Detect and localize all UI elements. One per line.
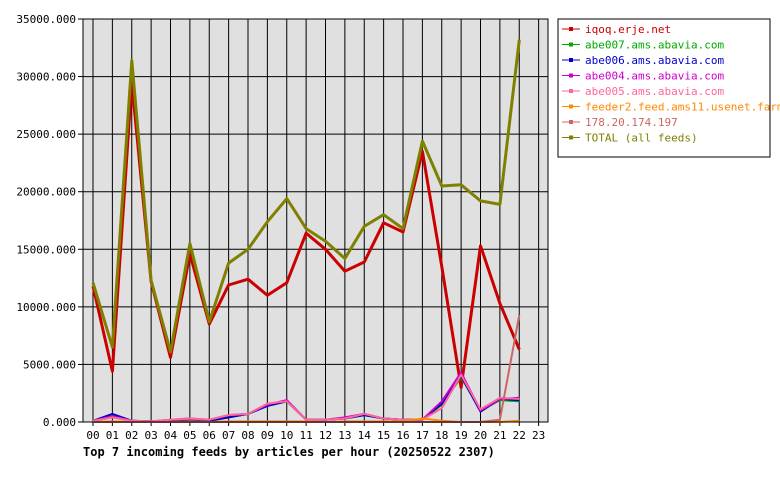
y-tick-label: 10000.000	[16, 301, 76, 314]
x-tick-label: 09	[261, 429, 274, 442]
x-tick-label: 01	[106, 429, 119, 442]
legend-box	[557, 18, 771, 158]
x-tick-label: 08	[241, 429, 254, 442]
plot-frame	[82, 18, 549, 423]
legend-label: abe006.ams.abavia.com	[585, 54, 724, 67]
y-tick-label: 30000.000	[16, 71, 76, 84]
x-tick-label: 21	[493, 429, 506, 442]
y-tick-label: 0.000	[43, 416, 76, 429]
legend-marker	[569, 135, 573, 140]
legend-marker	[569, 104, 573, 109]
legend-label: TOTAL (all feeds)	[585, 132, 698, 145]
x-tick-label: 00	[86, 429, 99, 442]
y-tick-label: 15000.000	[16, 243, 76, 256]
legend-label: feeder2.feed.ams11.usenet.farm	[585, 101, 780, 114]
x-axis-ticks: 00 01 02 03 04 05 06 07 08 09 10 11 12 13 14 15 16 17 18 19…	[86, 422, 545, 442]
x-tick-label: 03	[145, 429, 158, 442]
x-tick-label: 18	[435, 429, 448, 442]
x-tick-label: 22	[513, 429, 526, 442]
legend-label: abe007.ams.abavia.com	[585, 39, 724, 52]
y-tick-label: 20000.000	[16, 186, 76, 199]
legend-marker	[569, 120, 573, 124]
x-tick-label: 20	[474, 429, 487, 442]
legend-label: 178.20.174.197	[585, 116, 678, 129]
legend-marker	[569, 89, 573, 93]
x-tick-label: 23	[532, 429, 545, 442]
legend-marker	[569, 27, 573, 31]
y-tick-label: 25000.000	[16, 128, 76, 141]
series-line-4	[92, 373, 520, 423]
x-tick-label: 16	[396, 429, 409, 442]
legend-marker	[569, 58, 573, 62]
x-tick-label: 13	[338, 429, 351, 442]
legend-label: abe005.ams.abavia.com	[585, 85, 724, 98]
x-tick-label: 07	[222, 429, 235, 442]
x-tick-label: 11	[300, 429, 313, 442]
x-tick-label: 14	[358, 429, 372, 442]
legend: iqoq.erje.net abe007.ams.abavia.com abe006…	[557, 18, 780, 158]
legend-label: abe004.ams.abavia.com	[585, 70, 724, 83]
x-tick-label: 02	[125, 429, 138, 442]
x-tick-label: 17	[416, 429, 429, 442]
legend-label: iqoq.erje.net	[585, 23, 671, 36]
plot-area	[83, 19, 548, 422]
y-tick-label: 5000.000	[23, 358, 76, 371]
x-tick-label: 12	[319, 429, 332, 442]
series-line-7	[91, 39, 521, 354]
x-tick-label: 06	[203, 429, 216, 442]
legend-marker	[569, 73, 573, 78]
x-tick-label: 15	[377, 429, 390, 442]
x-tick-label: 04	[164, 429, 178, 442]
y-axis-ticks: 0.000 5000.000 10000.000 15000.000 20000.000…	[16, 13, 83, 429]
legend-marker	[569, 42, 573, 47]
x-tick-label: 10	[280, 429, 293, 442]
x-tick-label: 19	[455, 429, 468, 442]
chart-title: Top 7 incoming feeds by articles per hou…	[83, 445, 495, 459]
y-tick-label: 35000.000	[16, 13, 76, 26]
x-tick-label: 05	[183, 429, 196, 442]
